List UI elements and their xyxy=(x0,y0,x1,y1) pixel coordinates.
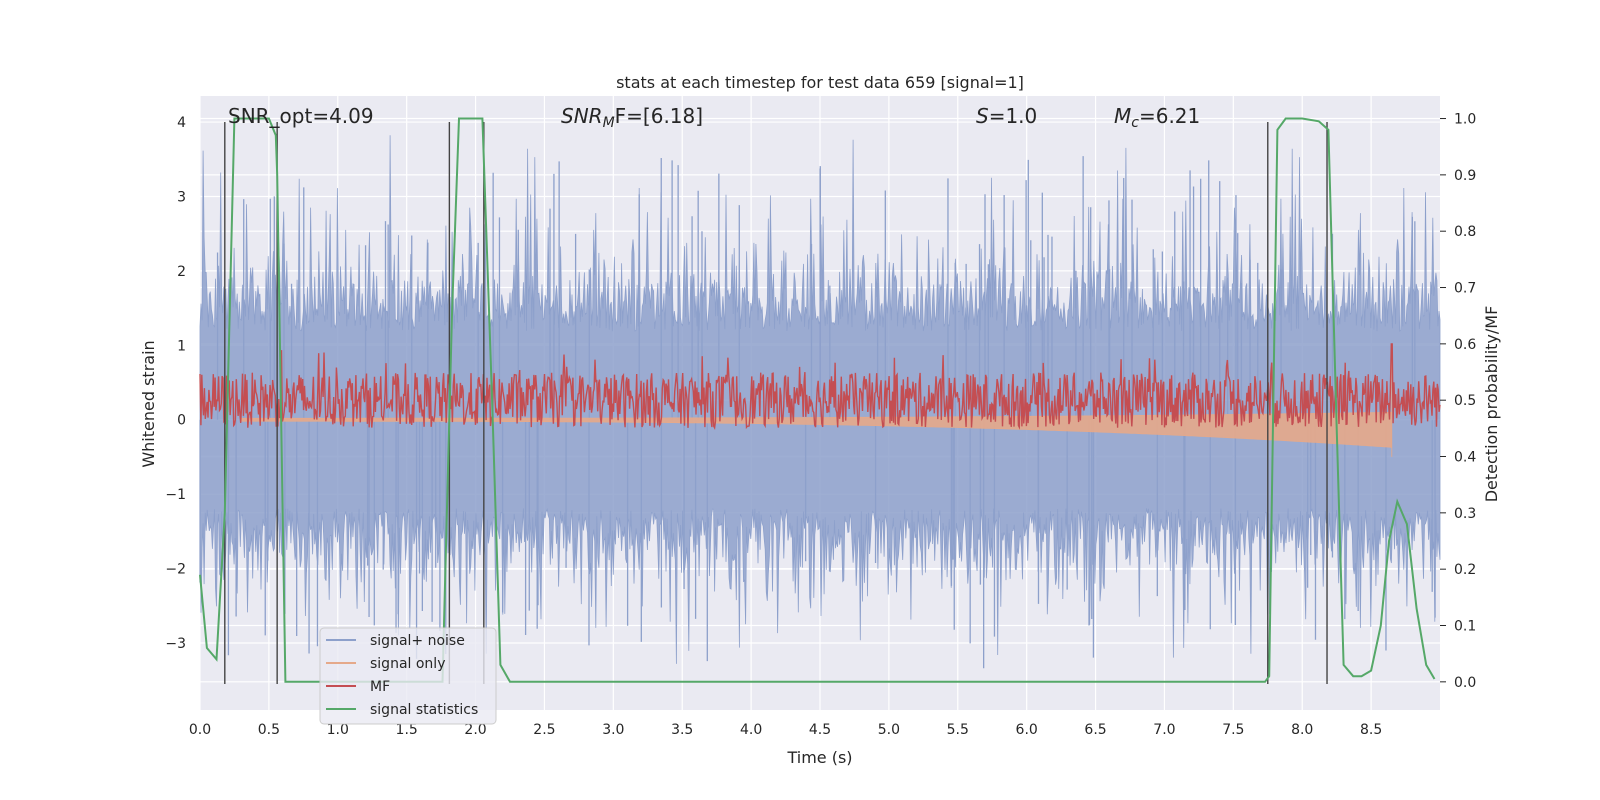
y-tick-label: −1 xyxy=(165,487,186,503)
y-right-tick-label: 0.6 xyxy=(1454,337,1476,353)
series-signal-statistics xyxy=(199,117,1436,683)
y-tick-label: −3 xyxy=(165,636,186,652)
x-tick-label: 3.0 xyxy=(602,722,624,738)
mf-line xyxy=(199,343,1441,430)
annotation-snr-opt: SNR_opt=4.09 xyxy=(228,104,374,128)
snr-mf-label: SNR xyxy=(561,104,603,128)
annotation-s: S=1.0 xyxy=(976,104,1037,128)
signal-statistics-line xyxy=(199,117,1436,683)
y-tick-label: 0 xyxy=(177,413,186,429)
s-value: =1.0 xyxy=(989,104,1038,128)
x-tick-label: 5.5 xyxy=(947,722,969,738)
x-tick-label: 2.0 xyxy=(464,722,486,738)
mc-subscript: c xyxy=(1131,115,1139,131)
y-right-tick-label: 0.8 xyxy=(1454,224,1476,240)
x-tick-label: 4.5 xyxy=(809,722,831,738)
mc-value: =6.21 xyxy=(1139,104,1200,128)
x-tick-label: 7.0 xyxy=(1153,722,1175,738)
y-right-tick-label: 0.1 xyxy=(1454,619,1476,635)
snr-mf-subscript: M xyxy=(603,115,615,131)
x-tick-label: 8.5 xyxy=(1360,722,1382,738)
annotation-snr-mf: SNRMF=[6.18] xyxy=(561,104,703,131)
mc-label: M xyxy=(1114,104,1131,128)
x-tick-label: 5.0 xyxy=(878,722,900,738)
x-tick-label: 1.0 xyxy=(327,722,349,738)
y-tick-label: 3 xyxy=(177,189,186,205)
y-right-tick-label: 0.5 xyxy=(1454,393,1476,409)
y-tick-label: 1 xyxy=(177,338,186,354)
x-tick-label: 8.0 xyxy=(1291,722,1313,738)
annotation-mc: Mc=6.21 xyxy=(1114,104,1200,131)
series-mf xyxy=(199,343,1441,430)
y-axis-right-ticks: 1.0 0.9 0.8 0.7 0.6 0.5 0.4 0.3 0.2 0.1 0.0 xyxy=(1440,112,1476,691)
x-tick-label: 4.0 xyxy=(740,722,762,738)
y-axis-right-label: Detection probability/MF xyxy=(1482,306,1501,503)
legend-label-signal-statistics: signal statistics xyxy=(370,702,478,718)
x-tick-label: 7.5 xyxy=(1222,722,1244,738)
s-label: S xyxy=(976,104,989,128)
legend-label-signal-only: signal only xyxy=(370,656,445,672)
y-right-tick-label: 0.0 xyxy=(1454,675,1476,691)
x-tick-label: 6.5 xyxy=(1084,722,1106,738)
x-axis-ticks: 0.0 0.5 1.0 1.5 2.0 2.5 3.0 3.5 4.0 4.5 5.0 5.5 6.0 6… xyxy=(189,722,1382,738)
y-right-tick-label: 0.7 xyxy=(1454,281,1476,297)
x-tick-label: 2.5 xyxy=(533,722,555,738)
legend-box xyxy=(319,627,497,725)
y-right-tick-label: 0.4 xyxy=(1454,450,1476,466)
snr-mf-value: F=[6.18] xyxy=(615,104,703,128)
signal-chirp xyxy=(240,345,1393,457)
legend-label-signal-noise: signal+ noise xyxy=(370,633,465,649)
y-axis-ticks: 4 3 2 1 0 −1 −2 −3 xyxy=(165,115,186,652)
y-axis-label: Whitened strain xyxy=(139,340,158,467)
y-right-tick-label: 0.2 xyxy=(1454,562,1476,578)
legend: signal+ noise signal only MF signal stat… xyxy=(319,627,497,725)
x-tick-label: 6.0 xyxy=(1016,722,1038,738)
legend-label-mf: MF xyxy=(370,679,390,695)
chart-title: stats at each timestep for test data 659… xyxy=(616,73,1024,92)
x-tick-label: 3.5 xyxy=(671,722,693,738)
x-tick-label: 1.5 xyxy=(396,722,418,738)
x-tick-label: 0.5 xyxy=(258,722,280,738)
series-signal-only xyxy=(240,345,1393,457)
y-right-tick-label: 1.0 xyxy=(1454,112,1476,128)
y-right-tick-label: 0.3 xyxy=(1454,506,1476,522)
y-tick-label: 4 xyxy=(177,115,186,131)
y-right-tick-label: 0.9 xyxy=(1454,168,1476,184)
y-tick-label: 2 xyxy=(177,264,186,280)
x-tick-label: 0.0 xyxy=(189,722,211,738)
y-tick-label: −2 xyxy=(165,562,186,578)
x-axis-label: Time (s) xyxy=(786,748,852,767)
